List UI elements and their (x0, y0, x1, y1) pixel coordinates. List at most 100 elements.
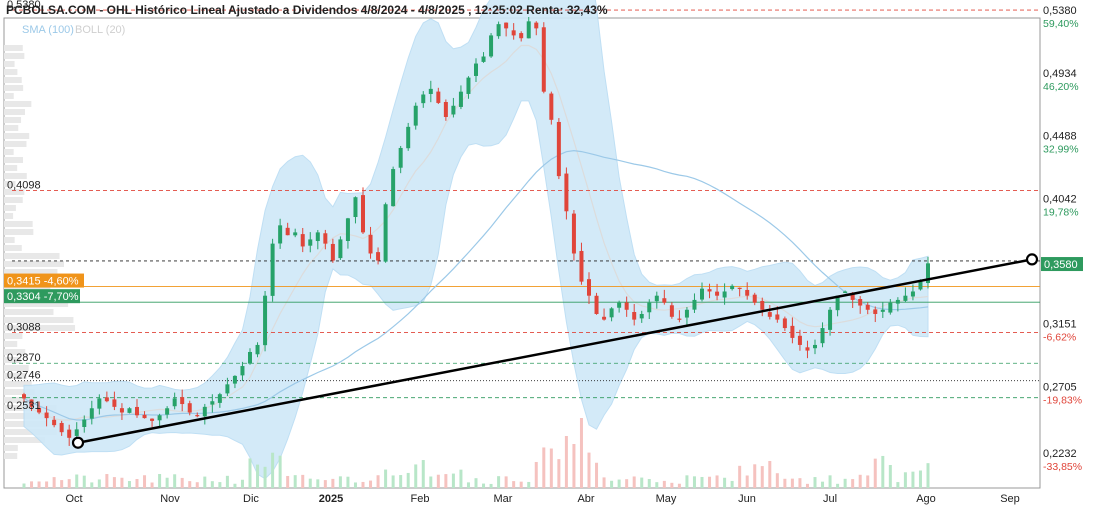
volume-profile-bar (4, 125, 19, 131)
volume-bar (278, 455, 282, 488)
volume-profile-bar (4, 109, 25, 115)
volume-bar (632, 476, 636, 488)
volume-profile-bar (4, 117, 22, 123)
volume-bar (75, 474, 79, 488)
candle (880, 301, 885, 318)
volume-profile-bar (4, 285, 51, 291)
volume-bar (836, 483, 840, 488)
volume-bar (549, 448, 553, 488)
volume-bar (90, 482, 94, 488)
candle (496, 21, 501, 39)
candle (602, 308, 607, 321)
green-price-tag: 0,3304 -7,70% (4, 289, 80, 304)
volume-profile-bar (4, 325, 76, 331)
volume-bar (353, 482, 357, 488)
legend-sma[interactable]: SMA (100) (22, 24, 74, 36)
trendline-start-handle[interactable] (71, 436, 85, 449)
volume-bar (813, 477, 817, 488)
trendline[interactable] (71, 253, 1039, 449)
volume-bar (97, 479, 101, 488)
trendline-segment[interactable] (77, 258, 1033, 444)
volume-profile-bar (4, 197, 23, 203)
volume-bar (52, 477, 56, 488)
volume-bar (421, 460, 425, 488)
volume-profile-bar (4, 61, 15, 67)
candle (315, 229, 320, 250)
volume-profile-bar (4, 397, 36, 403)
candle (888, 298, 893, 315)
volume-profile-bar (4, 157, 23, 163)
volume-bar (248, 458, 252, 488)
candle (165, 406, 170, 419)
x-tick-label: Sep (1000, 493, 1020, 505)
svg-text:0,3580: 0,3580 (1044, 259, 1078, 271)
candle (730, 284, 735, 291)
volume-profile-bar (4, 213, 14, 219)
x-tick-label: Nov (160, 493, 180, 505)
candle (926, 256, 930, 289)
svg-text:0,3304 -7,70%: 0,3304 -7,70% (7, 291, 79, 303)
volume-profile-bar (4, 189, 25, 195)
x-tick-label: Jul (823, 493, 837, 505)
volume-bar (67, 479, 71, 488)
volume-bar (715, 475, 719, 488)
candle (104, 391, 109, 403)
volume-bar (866, 475, 870, 488)
volume-bar (700, 476, 704, 488)
volume-bar (406, 472, 410, 488)
volume-bar (361, 481, 365, 488)
volume-bar (640, 477, 644, 488)
candle (647, 299, 652, 320)
volume-bar (240, 479, 244, 488)
candle (865, 302, 870, 315)
volume-profile-bar (4, 149, 14, 155)
candle (436, 87, 441, 105)
left-level-label: 0,4098 (7, 179, 41, 191)
volume-bar (436, 474, 440, 488)
volume-bar (760, 466, 764, 488)
volume-bar (828, 475, 832, 488)
candle (767, 305, 772, 320)
candle (639, 310, 644, 323)
volume-bar (301, 474, 305, 488)
orange-price-tag: 0,3415 -4,60% (4, 273, 84, 288)
candle (376, 247, 381, 265)
volume-bar (263, 466, 267, 488)
trendline-end-handle[interactable] (1025, 253, 1039, 266)
legend-boll[interactable]: BOLL (20) (75, 24, 125, 36)
volume-bar (888, 465, 892, 488)
volume-bars (22, 418, 930, 488)
volume-bar (730, 480, 734, 488)
volume-profile-bar (4, 221, 33, 227)
candle (285, 222, 290, 236)
volume-bar (188, 481, 192, 488)
candle (722, 283, 727, 305)
volume-bar (670, 482, 674, 488)
left-level-label: 0,5380 (7, 0, 41, 11)
candle (119, 403, 124, 420)
candle (820, 322, 825, 348)
volume-bar (497, 476, 501, 488)
volume-bar (444, 474, 448, 488)
candle (74, 422, 79, 438)
x-axis: Oct Nov Dic 2025 Feb Mar Abr May Jun Jul Ago Sep (65, 493, 1019, 505)
candle (858, 296, 863, 314)
volume-bar (903, 472, 907, 488)
y-pct-label: 46,20% (1043, 81, 1079, 93)
volume-bar (30, 481, 34, 488)
volume-bar (369, 480, 373, 488)
volume-bar (655, 482, 659, 488)
candle (903, 287, 908, 303)
volume-bar (429, 476, 433, 488)
volume-bar (451, 473, 455, 488)
volume-bar (896, 482, 900, 488)
candle (526, 16, 531, 39)
candle (89, 400, 94, 425)
volume-bar (851, 479, 855, 488)
volume-bar (195, 482, 199, 488)
candle (745, 282, 750, 300)
candle (338, 236, 343, 260)
candle (52, 415, 57, 428)
volume-bar (579, 418, 583, 488)
